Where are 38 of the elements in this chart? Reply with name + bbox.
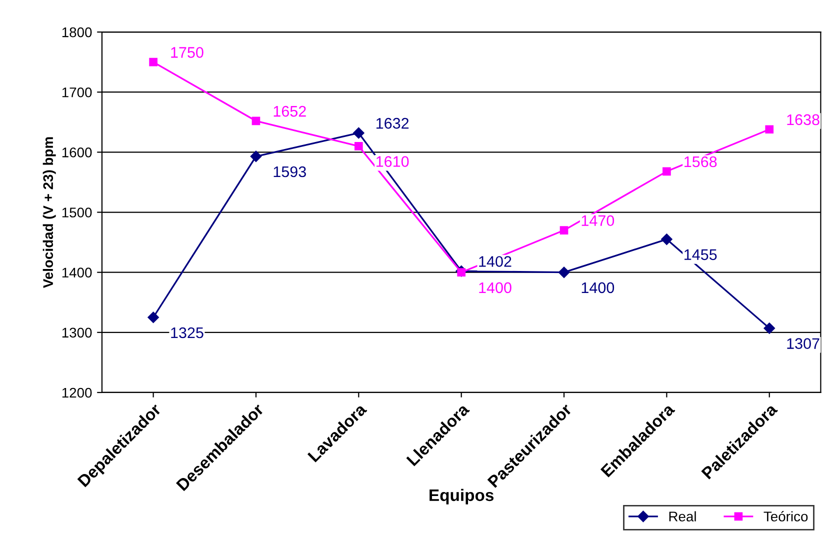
data-label: 1400 <box>582 282 614 294</box>
data-label: 1610 <box>376 156 409 167</box>
point <box>661 234 672 245</box>
legend-label: Teórico <box>764 511 808 522</box>
point <box>558 266 570 278</box>
point <box>353 127 364 139</box>
y-tick-label: 1500 <box>62 208 92 218</box>
point <box>252 116 260 126</box>
data-label: 1400 <box>479 282 512 294</box>
data-label: 1750 <box>171 47 204 58</box>
point <box>457 268 466 277</box>
point <box>250 150 262 162</box>
y-tick-label: 1800 <box>62 27 92 38</box>
point <box>662 167 671 176</box>
y-axis-title: Velocidad (V + 23) bpm <box>42 137 56 288</box>
data-label: 1307 <box>787 338 820 349</box>
y-tick-label: 1300 <box>62 328 92 338</box>
data-label: 1632 <box>376 118 409 129</box>
x-axis-title: Equipos <box>430 488 494 504</box>
point <box>560 226 568 234</box>
y-tick-label: 1400 <box>62 268 92 278</box>
data-label: 1568 <box>684 156 717 168</box>
point <box>148 312 159 323</box>
point <box>149 58 158 66</box>
data-label: 1402 <box>479 256 512 267</box>
y-tick-label: 1200 <box>62 388 92 398</box>
data-label: 1455 <box>684 249 717 260</box>
data-label: 1638 <box>787 114 820 126</box>
y-tick-label: 1600 <box>62 148 92 158</box>
point <box>765 125 774 134</box>
data-label: 1470 <box>582 215 614 226</box>
point <box>764 322 775 334</box>
point <box>354 142 363 150</box>
data-label: 1593 <box>274 166 306 178</box>
legend-label: Real <box>669 511 696 522</box>
y-tick-label: 1700 <box>62 87 92 98</box>
data-label: 1652 <box>274 106 306 117</box>
data-label: 1325 <box>171 327 204 338</box>
